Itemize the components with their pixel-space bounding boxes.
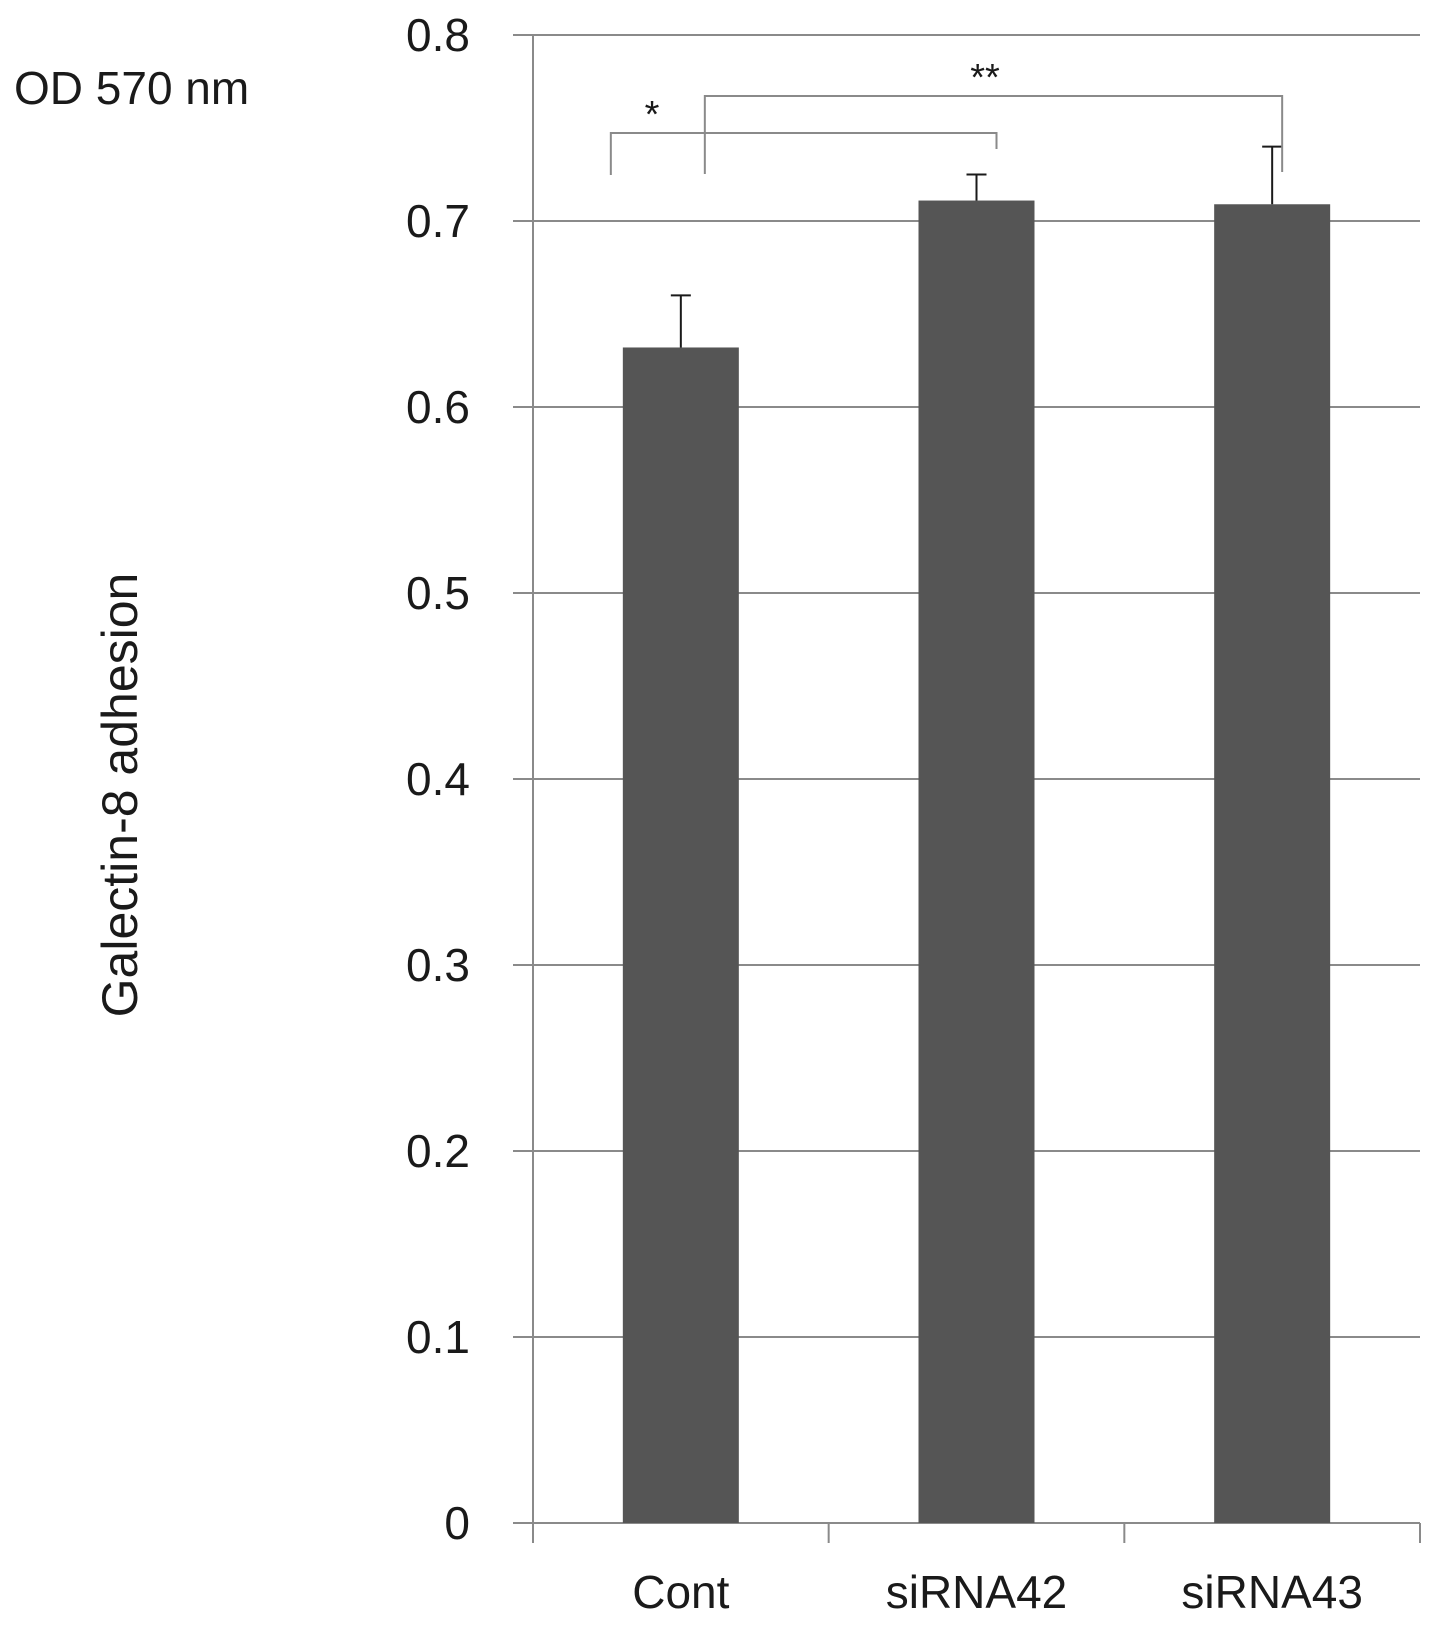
error-bars <box>670 145 1283 348</box>
significance-bracket <box>609 132 998 175</box>
bar <box>622 347 739 1524</box>
labels: OD 570 nm Galectin-8 adhesion 0 0.1 0.2 0.3… <box>14 9 1363 1618</box>
unit-label: OD 570 nm <box>14 62 249 114</box>
bars <box>622 200 1331 1524</box>
y-tick-label: 0.6 <box>406 381 470 433</box>
y-axis-title: Galectin-8 adhesion <box>92 573 148 1018</box>
y-tick-label: 0.3 <box>406 939 470 991</box>
bar <box>1214 204 1331 1523</box>
y-tick-label: 0.7 <box>406 195 470 247</box>
x-category-label: siRNA43 <box>1181 1566 1363 1618</box>
y-tick-label: 0.4 <box>406 753 470 805</box>
significance-brackets: *** <box>609 57 1284 175</box>
y-tick-label: 0.5 <box>406 567 470 619</box>
significance-bracket <box>703 95 1284 174</box>
significance-label: ** <box>970 57 1000 99</box>
y-tick-label: 0 <box>444 1497 470 1549</box>
y-tick-label: 0.2 <box>406 1125 470 1177</box>
x-category-label: Cont <box>632 1566 729 1618</box>
y-tick-label: 0.8 <box>406 9 470 61</box>
y-tick-label: 0.1 <box>406 1311 470 1363</box>
bar <box>918 200 1035 1523</box>
significance-label: * <box>645 94 660 136</box>
x-category-label: siRNA42 <box>886 1566 1068 1618</box>
